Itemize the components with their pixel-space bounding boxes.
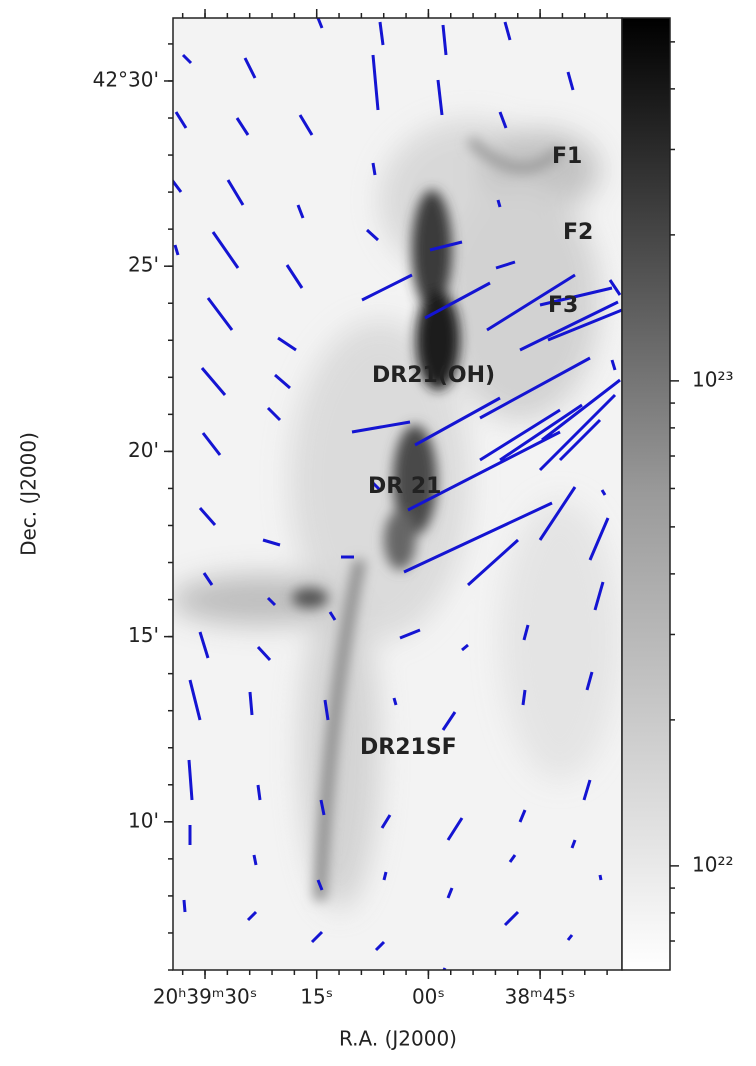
polarization-vectors — [173, 18, 622, 970]
region-label: DR 21 — [368, 474, 441, 499]
x-axis-label: R.A. (J2000) — [339, 1027, 457, 1051]
column-density-image: F1 F2 F3 DR21(OH) DR 21 DR21SF — [173, 18, 622, 970]
colorbar-tick-label: 10²² — [692, 852, 733, 876]
region-label: F2 — [563, 220, 593, 245]
x-tick-label: 15ˢ — [300, 985, 333, 1009]
y-tick-label: 25' — [128, 253, 159, 277]
y-tick-label: 42°30' — [93, 67, 159, 91]
colorbar-tick-label: 10²³ — [692, 367, 733, 391]
region-label: DR21(OH) — [372, 363, 495, 388]
x-tick-label: 38ᵐ45ˢ — [505, 985, 576, 1009]
y-tick-label: 15' — [128, 623, 159, 647]
y-axis-label: Dec. (J2000) — [17, 432, 41, 556]
x-tick-label: 20ʰ39ᵐ30ˢ — [153, 985, 257, 1009]
colorbar — [621, 17, 671, 971]
y-tick-label: 20' — [128, 438, 159, 462]
region-label: DR21SF — [360, 735, 457, 760]
region-label: F3 — [548, 293, 578, 318]
y-tick-label: 10' — [128, 808, 159, 832]
x-tick-label: 00ˢ — [412, 985, 445, 1009]
region-label: F1 — [552, 144, 582, 169]
